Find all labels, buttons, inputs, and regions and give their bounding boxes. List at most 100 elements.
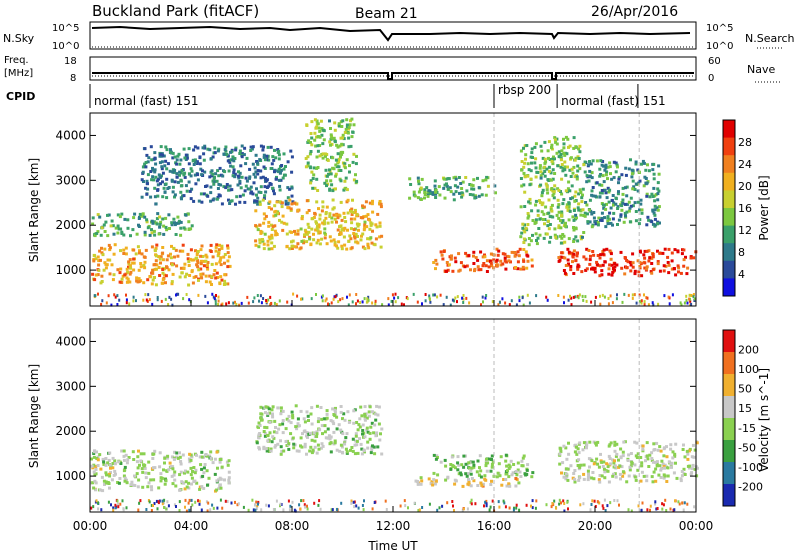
heatmap-cell <box>187 228 191 231</box>
heatmap-cell <box>616 223 619 226</box>
heatmap-cell <box>596 220 600 224</box>
heatmap-cell <box>106 234 110 238</box>
heatmap-cell <box>548 240 552 244</box>
heatmap-cell <box>564 135 568 139</box>
heatmap-cell <box>608 161 612 165</box>
heatmap-cell <box>112 273 116 277</box>
heatmap-cell <box>238 200 242 204</box>
heatmap-cell <box>556 187 560 191</box>
heatmap-cell <box>645 223 649 227</box>
heatmap-cell <box>290 410 294 414</box>
heatmap-cell <box>282 508 285 512</box>
heatmap-cell <box>277 149 281 153</box>
heatmap-cell <box>96 464 100 467</box>
heatmap-cell <box>695 441 699 445</box>
heatmap-cell <box>515 503 518 507</box>
heatmap-cell <box>255 500 258 504</box>
heatmap-cell <box>599 302 602 306</box>
heatmap-cell <box>160 167 164 171</box>
heatmap-cell <box>685 298 688 302</box>
heatmap-cell <box>614 170 618 174</box>
heatmap-cell <box>327 434 331 438</box>
heatmap-cell <box>665 445 668 449</box>
heatmap-cell <box>539 170 543 174</box>
heatmap-cell <box>215 243 219 247</box>
heatmap-cell <box>352 500 355 504</box>
heatmap-cell <box>108 272 112 276</box>
heatmap-cell <box>520 459 524 463</box>
heatmap-cell <box>300 499 303 503</box>
heatmap-cell <box>269 295 272 299</box>
heatmap-cell <box>287 499 290 503</box>
heatmap-cell <box>187 481 190 485</box>
heatmap-cell <box>590 459 594 463</box>
heatmap-cell <box>295 427 299 431</box>
heatmap-cell <box>308 165 312 169</box>
heatmap-cell <box>99 258 102 262</box>
heatmap-cell <box>479 481 483 485</box>
heatmap-cell <box>166 254 170 258</box>
heatmap-cell <box>161 268 165 271</box>
heatmap-cell <box>218 460 222 464</box>
heatmap-cell <box>407 506 409 510</box>
heatmap-cell <box>349 209 353 213</box>
heatmap-cell <box>662 473 666 477</box>
heatmap-cell <box>215 271 219 275</box>
heatmap-cell <box>685 449 689 453</box>
heatmap-cell <box>585 443 589 447</box>
heatmap-cell <box>202 466 206 470</box>
heatmap-cell <box>276 169 280 173</box>
heatmap-cell <box>553 233 557 237</box>
heatmap-cell <box>552 190 556 194</box>
nave-tick-bottom: 0 <box>708 73 714 84</box>
heatmap-cell <box>431 483 435 487</box>
heatmap-cell <box>449 303 452 307</box>
heatmap-cell <box>591 186 595 189</box>
heatmap-cell <box>311 177 315 180</box>
heatmap-cell <box>160 165 164 169</box>
heatmap-cell <box>630 172 634 176</box>
heatmap-cell <box>628 260 632 264</box>
heatmap-cell <box>652 162 656 166</box>
heatmap-cell <box>146 226 150 230</box>
heatmap-cell <box>155 243 159 247</box>
heatmap-cell <box>356 299 359 303</box>
heatmap-cell <box>452 504 454 508</box>
heatmap-cell <box>156 194 160 198</box>
heatmap-cell <box>614 466 618 470</box>
heatmap-cell <box>329 435 333 439</box>
heatmap-cell <box>125 506 128 510</box>
heatmap-cell <box>106 481 110 484</box>
heatmap-cell <box>100 251 104 255</box>
heatmap-cell <box>92 470 96 474</box>
heatmap-cell <box>345 450 349 454</box>
heatmap-cell <box>146 187 150 191</box>
heatmap-cell <box>143 230 147 234</box>
heatmap-cell <box>307 225 311 229</box>
heatmap-cell <box>504 267 508 271</box>
heatmap-cell <box>175 162 179 166</box>
heatmap-cell <box>652 442 656 446</box>
heatmap-cell <box>590 503 593 506</box>
heatmap-cell <box>179 220 183 224</box>
heatmap-cell <box>338 152 342 156</box>
heatmap-cell <box>354 439 358 443</box>
velocity-ylabel: Slant Range [km] <box>27 364 41 468</box>
heatmap-cell <box>545 188 549 192</box>
heatmap-cell <box>303 228 307 232</box>
heatmap-cell <box>597 465 601 469</box>
heatmap-cell <box>556 205 560 209</box>
heatmap-cell <box>190 455 194 459</box>
heatmap-cell <box>258 223 262 227</box>
heatmap-cell <box>267 220 271 224</box>
heatmap-cell <box>161 171 165 175</box>
heatmap-cell <box>580 200 584 204</box>
heatmap-cell <box>248 175 252 179</box>
heatmap-cell <box>279 452 283 456</box>
heatmap-cell <box>146 278 150 282</box>
heatmap-cell <box>319 406 323 409</box>
heatmap-cell <box>340 247 344 251</box>
heatmap-cell <box>322 417 326 421</box>
heatmap-cell <box>546 191 550 195</box>
heatmap-cell <box>256 196 260 200</box>
